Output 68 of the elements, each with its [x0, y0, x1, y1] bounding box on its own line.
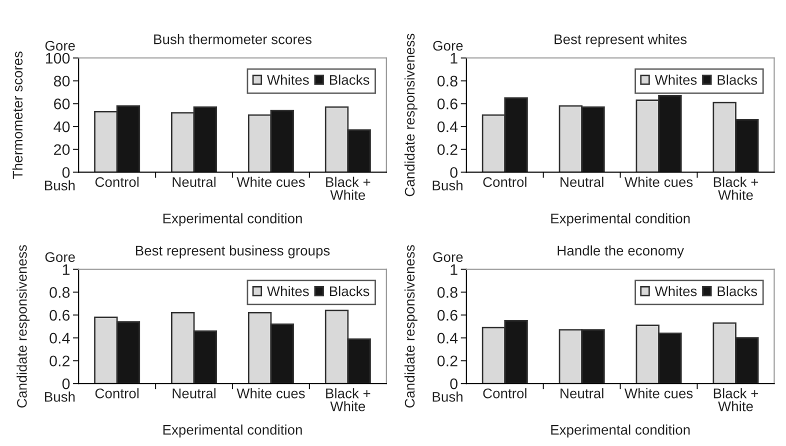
- legend-label: Blacks: [718, 286, 758, 296]
- text: Gore: [433, 40, 463, 51]
- legend-label: Blacks: [330, 74, 370, 85]
- y-tick-label: 0.4: [50, 332, 70, 344]
- text: Bush: [432, 392, 462, 402]
- text: Gore: [433, 252, 463, 262]
- chart-title: Bush thermometer scores: [154, 34, 312, 44]
- text: Bush: [432, 180, 462, 190]
- legend-label: Whites: [266, 74, 309, 85]
- y-tick-label: 20: [54, 144, 70, 156]
- chart-title: Best represent whites: [554, 34, 687, 47]
- legend-label: Whites: [266, 286, 309, 296]
- chart-title: Handle the economy: [558, 245, 684, 258]
- x-axis-title: Experimental condition: [163, 424, 302, 438]
- chart-title: Best represent business groups: [136, 245, 330, 258]
- text: Bush: [45, 392, 75, 402]
- x-tick-label: White cues: [236, 176, 305, 187]
- x-tick-label: Control: [483, 176, 526, 187]
- y-tick-label: 1: [62, 264, 70, 275]
- x-axis-title: Experimental condition: [551, 424, 690, 438]
- x-tick-label: Black + White: [714, 176, 758, 200]
- text: Bush: [45, 180, 75, 190]
- x-tick-label: Black + White: [326, 388, 370, 412]
- y-tick-label: 0.8: [437, 76, 458, 87]
- legend-label: Whites: [654, 286, 697, 296]
- y-tick-label: 0: [62, 378, 70, 390]
- y-tick-label: 1: [450, 264, 458, 275]
- x-tick-label: Black + White: [714, 388, 758, 412]
- x-tick-label: White cues: [624, 388, 693, 398]
- x-tick-label: White cues: [624, 176, 693, 187]
- y-tick-label: 0.2: [437, 356, 458, 366]
- x-tick-label: Neutral: [172, 388, 216, 398]
- x-tick-label: Control: [483, 388, 526, 398]
- y-tick-label: 0.6: [437, 98, 458, 110]
- legend-label: Whites: [654, 74, 697, 85]
- y-tick-label: 0: [62, 167, 70, 178]
- x-tick-label: Control: [95, 388, 139, 398]
- y-tick-label: 60: [54, 98, 70, 110]
- legend-label: Blacks: [330, 286, 370, 296]
- x-tick-label: Neutral: [560, 388, 604, 398]
- y-tick-label: 0: [450, 167, 458, 178]
- text: Gore: [45, 40, 75, 51]
- y-axis-title: Candidate responsiveness: [404, 245, 418, 408]
- x-tick-label: Black + White: [326, 176, 370, 200]
- y-tick-label: 0.8: [437, 287, 458, 298]
- x-tick-label: Neutral: [172, 176, 216, 187]
- y-tick-label: 0.2: [437, 144, 458, 156]
- x-axis-title: Experimental condition: [163, 213, 302, 226]
- y-tick-label: 0: [450, 378, 458, 390]
- legend-label: Blacks: [718, 74, 758, 85]
- x-tick-label: White cues: [236, 388, 305, 398]
- y-tick-label: 100: [46, 52, 70, 64]
- y-axis-title: Candidate responsiveness: [16, 245, 30, 408]
- y-tick-label: 40: [54, 121, 70, 132]
- y-tick-label: 0.2: [50, 356, 70, 366]
- y-tick-label: 0.4: [437, 332, 458, 344]
- y-tick-label: 1: [450, 53, 458, 64]
- y-axis-title: Candidate responsiveness: [404, 34, 418, 196]
- y-tick-label: 0.8: [50, 287, 70, 298]
- y-tick-label: 80: [54, 76, 70, 87]
- x-tick-label: Control: [95, 176, 139, 187]
- y-tick-label: 0.6: [50, 310, 70, 321]
- x-axis-title: Experimental condition: [551, 213, 690, 226]
- y-axis-title: Thermometer scores: [12, 52, 23, 179]
- y-tick-label: 0.6: [437, 310, 458, 321]
- y-tick-label: 0.4: [437, 121, 458, 132]
- x-tick-label: Neutral: [560, 176, 604, 187]
- text: Gore: [45, 252, 75, 262]
